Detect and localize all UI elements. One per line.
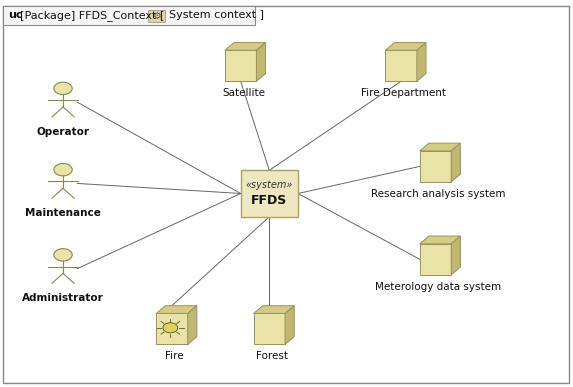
Polygon shape — [225, 50, 257, 81]
Polygon shape — [419, 143, 461, 151]
Polygon shape — [452, 236, 461, 275]
Polygon shape — [419, 236, 461, 244]
Circle shape — [54, 82, 72, 94]
Circle shape — [54, 248, 72, 261]
Polygon shape — [188, 306, 197, 344]
Text: Meterology data system: Meterology data system — [375, 282, 501, 292]
Polygon shape — [257, 43, 266, 81]
Text: System context ]: System context ] — [169, 10, 264, 21]
Text: Research analysis system: Research analysis system — [371, 189, 505, 199]
Text: FFDS: FFDS — [251, 194, 288, 207]
FancyBboxPatch shape — [148, 10, 165, 22]
Text: Maintenance: Maintenance — [25, 208, 101, 218]
Polygon shape — [285, 306, 295, 344]
Text: ⚙: ⚙ — [152, 11, 161, 21]
Text: Operator: Operator — [37, 127, 89, 137]
Polygon shape — [419, 244, 452, 275]
Text: Forest: Forest — [256, 351, 288, 361]
Polygon shape — [156, 306, 197, 313]
Text: [Package] FFDS_Context [: [Package] FFDS_Context [ — [20, 10, 164, 21]
FancyBboxPatch shape — [3, 6, 255, 25]
Polygon shape — [419, 151, 452, 182]
Polygon shape — [452, 143, 461, 182]
Circle shape — [163, 323, 178, 333]
Text: uc: uc — [9, 10, 23, 21]
Polygon shape — [385, 43, 426, 50]
Polygon shape — [225, 43, 266, 50]
Text: Fire Department: Fire Department — [362, 88, 446, 98]
Text: Fire: Fire — [166, 351, 184, 361]
Text: «system»: «system» — [246, 180, 293, 190]
Polygon shape — [417, 43, 426, 81]
Text: Satellite: Satellite — [222, 88, 265, 98]
Polygon shape — [156, 313, 188, 344]
Polygon shape — [253, 313, 285, 344]
Polygon shape — [253, 306, 295, 313]
Circle shape — [54, 163, 72, 176]
Polygon shape — [241, 170, 298, 217]
Polygon shape — [385, 50, 417, 81]
Text: Administrator: Administrator — [22, 293, 104, 303]
